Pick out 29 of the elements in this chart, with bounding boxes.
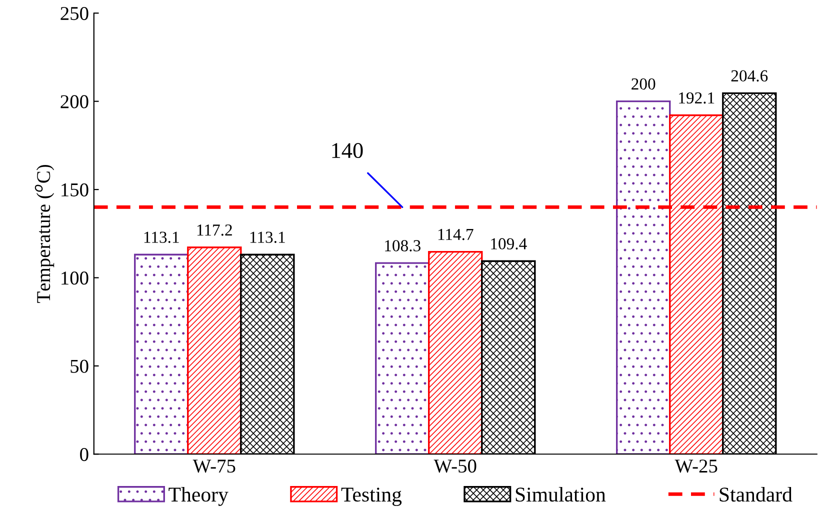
- legend-label: Theory: [168, 486, 228, 506]
- legend-label: Simulation: [516, 486, 606, 502]
- data-label: 108.3: [385, 240, 420, 252]
- y-tick-label: 250: [60, 6, 88, 20]
- data-label: 204.6: [731, 70, 768, 82]
- y-tick-label: 0: [80, 448, 88, 462]
- data-label: 109.4: [491, 238, 527, 250]
- bar: [375, 262, 430, 454]
- data-label: 113.1: [250, 232, 285, 243]
- y-tick-label: 200: [60, 95, 88, 108]
- data-label: 114.7: [438, 228, 474, 240]
- bar: [428, 250, 483, 454]
- data-label: 200: [632, 78, 656, 90]
- x-tick-label: W-50: [434, 460, 476, 473]
- x-tick-label: W-75: [192, 460, 236, 473]
- y-tick-label: 50: [70, 360, 88, 373]
- bar: [134, 254, 189, 454]
- bar: [616, 100, 671, 454]
- data-label: 117.2: [197, 224, 232, 236]
- x-tick-label: W-25: [674, 460, 718, 473]
- bar: [187, 246, 242, 454]
- y-tick-label: 100: [62, 272, 88, 285]
- y-axis-title: Temperature ($^{o}$C): [34, 164, 54, 303]
- legend-label: Standard: [720, 486, 792, 502]
- data-label: 113.1: [144, 232, 179, 243]
- annotation: 140: [332, 143, 363, 158]
- y-tick-label: 150: [62, 183, 88, 196]
- legend-label: Testing: [341, 488, 402, 506]
- data-label: 192.1: [679, 92, 714, 104]
